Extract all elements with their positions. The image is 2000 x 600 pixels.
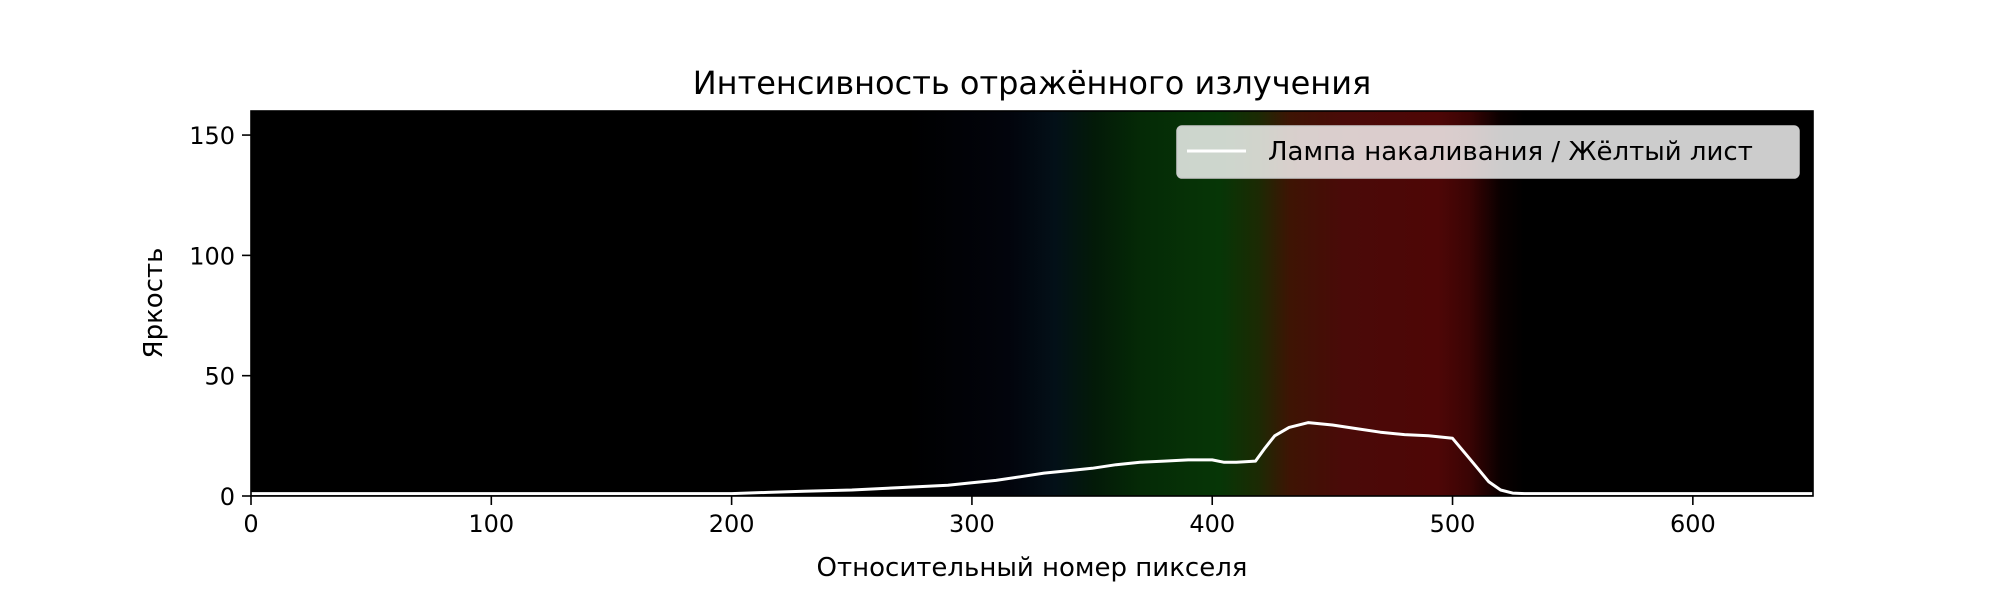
plot-frame bbox=[250, 110, 1814, 497]
x-tick-label: 500 bbox=[1430, 510, 1476, 538]
legend-label: Лампа накаливания / Жёлтый лист bbox=[1268, 137, 1753, 167]
legend-box bbox=[1176, 125, 1800, 179]
chart-title: Интенсивность отражённого излучения bbox=[693, 64, 1372, 102]
y-axis-title: Яркость bbox=[139, 248, 169, 359]
x-axis-title: Относительный номер пикселя bbox=[817, 553, 1248, 583]
y-tick-label: 150 bbox=[189, 122, 235, 150]
x-tick-label: 400 bbox=[1189, 510, 1235, 538]
y-axis: 0 50 100 150 bbox=[189, 122, 251, 511]
x-tick-label: 300 bbox=[949, 510, 995, 538]
y-tick-label: 0 bbox=[220, 483, 235, 511]
x-tick-label: 600 bbox=[1670, 510, 1716, 538]
x-tick-label: 0 bbox=[243, 510, 258, 538]
series-group bbox=[251, 421, 1813, 496]
x-tick-label: 200 bbox=[709, 510, 755, 538]
y-tick-label: 50 bbox=[204, 363, 235, 391]
y-tick-label: 100 bbox=[189, 242, 235, 270]
x-tick-label: 100 bbox=[468, 510, 514, 538]
legend: Лампа накаливания / Жёлтый лист bbox=[1176, 125, 1800, 179]
series-line-0 bbox=[251, 421, 1813, 496]
x-axis: 0 100 200 300 400 500 600 bbox=[243, 496, 1716, 538]
